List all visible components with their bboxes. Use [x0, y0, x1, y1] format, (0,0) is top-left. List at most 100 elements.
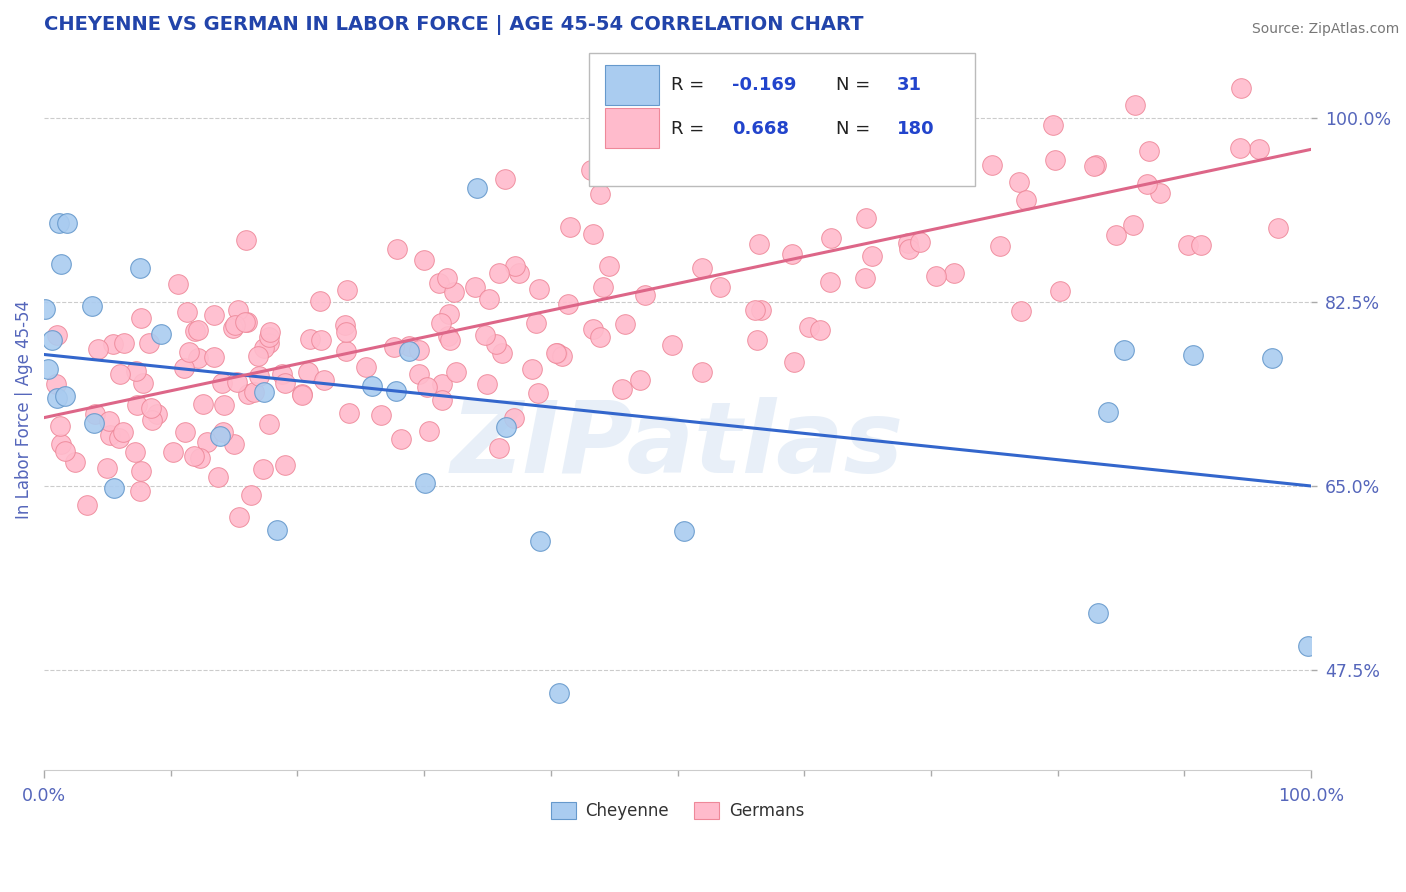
Point: [524, 316, 547, 330]
Point: [361, 378, 384, 392]
Point: [270, 367, 292, 381]
Point: [818, 275, 841, 289]
Point: [87, 342, 110, 356]
Point: [257, 417, 280, 432]
Point: [908, 235, 931, 249]
Point: [253, 341, 276, 355]
Point: [437, 329, 460, 343]
FancyBboxPatch shape: [606, 64, 658, 105]
Point: [690, 365, 713, 379]
Point: [166, 277, 188, 292]
Point: [298, 332, 321, 346]
Point: [382, 340, 405, 354]
Point: [988, 239, 1011, 253]
Point: [589, 186, 612, 201]
Point: [187, 351, 209, 365]
Point: [174, 425, 197, 440]
Point: [97, 414, 120, 428]
Point: [239, 488, 262, 502]
Point: [34, 301, 56, 316]
Point: [129, 464, 152, 478]
Point: [96, 461, 118, 475]
Point: [370, 408, 392, 422]
Point: [782, 355, 804, 369]
Point: [474, 327, 496, 342]
Point: [495, 419, 517, 434]
Point: [129, 311, 152, 326]
Point: [212, 425, 235, 439]
Point: [780, 246, 803, 260]
Point: [444, 365, 467, 379]
Point: [430, 317, 453, 331]
Point: [439, 333, 461, 347]
Point: [162, 444, 184, 458]
Point: [430, 376, 453, 391]
Point: [138, 336, 160, 351]
Point: [1149, 186, 1171, 201]
Point: [222, 321, 245, 335]
Point: [297, 365, 319, 379]
Point: [46, 391, 69, 405]
Point: [475, 376, 498, 391]
Point: [508, 266, 530, 280]
Point: [336, 283, 359, 297]
Point: [592, 279, 614, 293]
Point: [398, 344, 420, 359]
Point: [1261, 351, 1284, 365]
Point: [745, 333, 768, 347]
Point: [744, 303, 766, 318]
Point: [491, 346, 513, 360]
Point: [124, 445, 146, 459]
Point: [557, 297, 579, 311]
Point: [1043, 153, 1066, 167]
Point: [132, 376, 155, 391]
Point: [226, 302, 249, 317]
Point: [494, 172, 516, 186]
Point: [187, 323, 209, 337]
Point: [1105, 228, 1128, 243]
Point: [212, 398, 235, 412]
Point: [82, 299, 104, 313]
Point: [1049, 284, 1071, 298]
Point: [183, 450, 205, 464]
Point: [226, 375, 249, 389]
Point: [897, 235, 920, 250]
Point: [53, 389, 76, 403]
Point: [129, 483, 152, 498]
Text: R =: R =: [671, 77, 710, 95]
Point: [385, 243, 408, 257]
Point: [233, 315, 256, 329]
Point: [614, 317, 637, 331]
Point: [582, 227, 605, 241]
Point: [943, 267, 966, 281]
Point: [149, 327, 172, 342]
Point: [291, 387, 314, 401]
Point: [1267, 221, 1289, 235]
Point: [253, 384, 276, 399]
Point: [589, 330, 612, 344]
Point: [274, 376, 297, 390]
Point: [624, 154, 647, 169]
Point: [1042, 118, 1064, 132]
Point: [1083, 159, 1105, 173]
Legend: Cheyenne, Germans: Cheyenne, Germans: [544, 795, 811, 827]
Point: [1229, 141, 1251, 155]
Point: [112, 336, 135, 351]
Point: [146, 408, 169, 422]
Point: [202, 308, 225, 322]
Point: [311, 333, 333, 347]
Point: [257, 330, 280, 344]
Point: [98, 428, 121, 442]
Point: [1182, 348, 1205, 362]
Point: [308, 293, 330, 308]
Point: [980, 158, 1002, 172]
Point: [224, 318, 246, 332]
Point: [228, 510, 250, 524]
Point: [748, 236, 770, 251]
Text: N =: N =: [837, 120, 876, 137]
Point: [464, 280, 486, 294]
Text: 180: 180: [897, 120, 935, 137]
Point: [354, 360, 377, 375]
Point: [1298, 639, 1320, 653]
Point: [252, 462, 274, 476]
